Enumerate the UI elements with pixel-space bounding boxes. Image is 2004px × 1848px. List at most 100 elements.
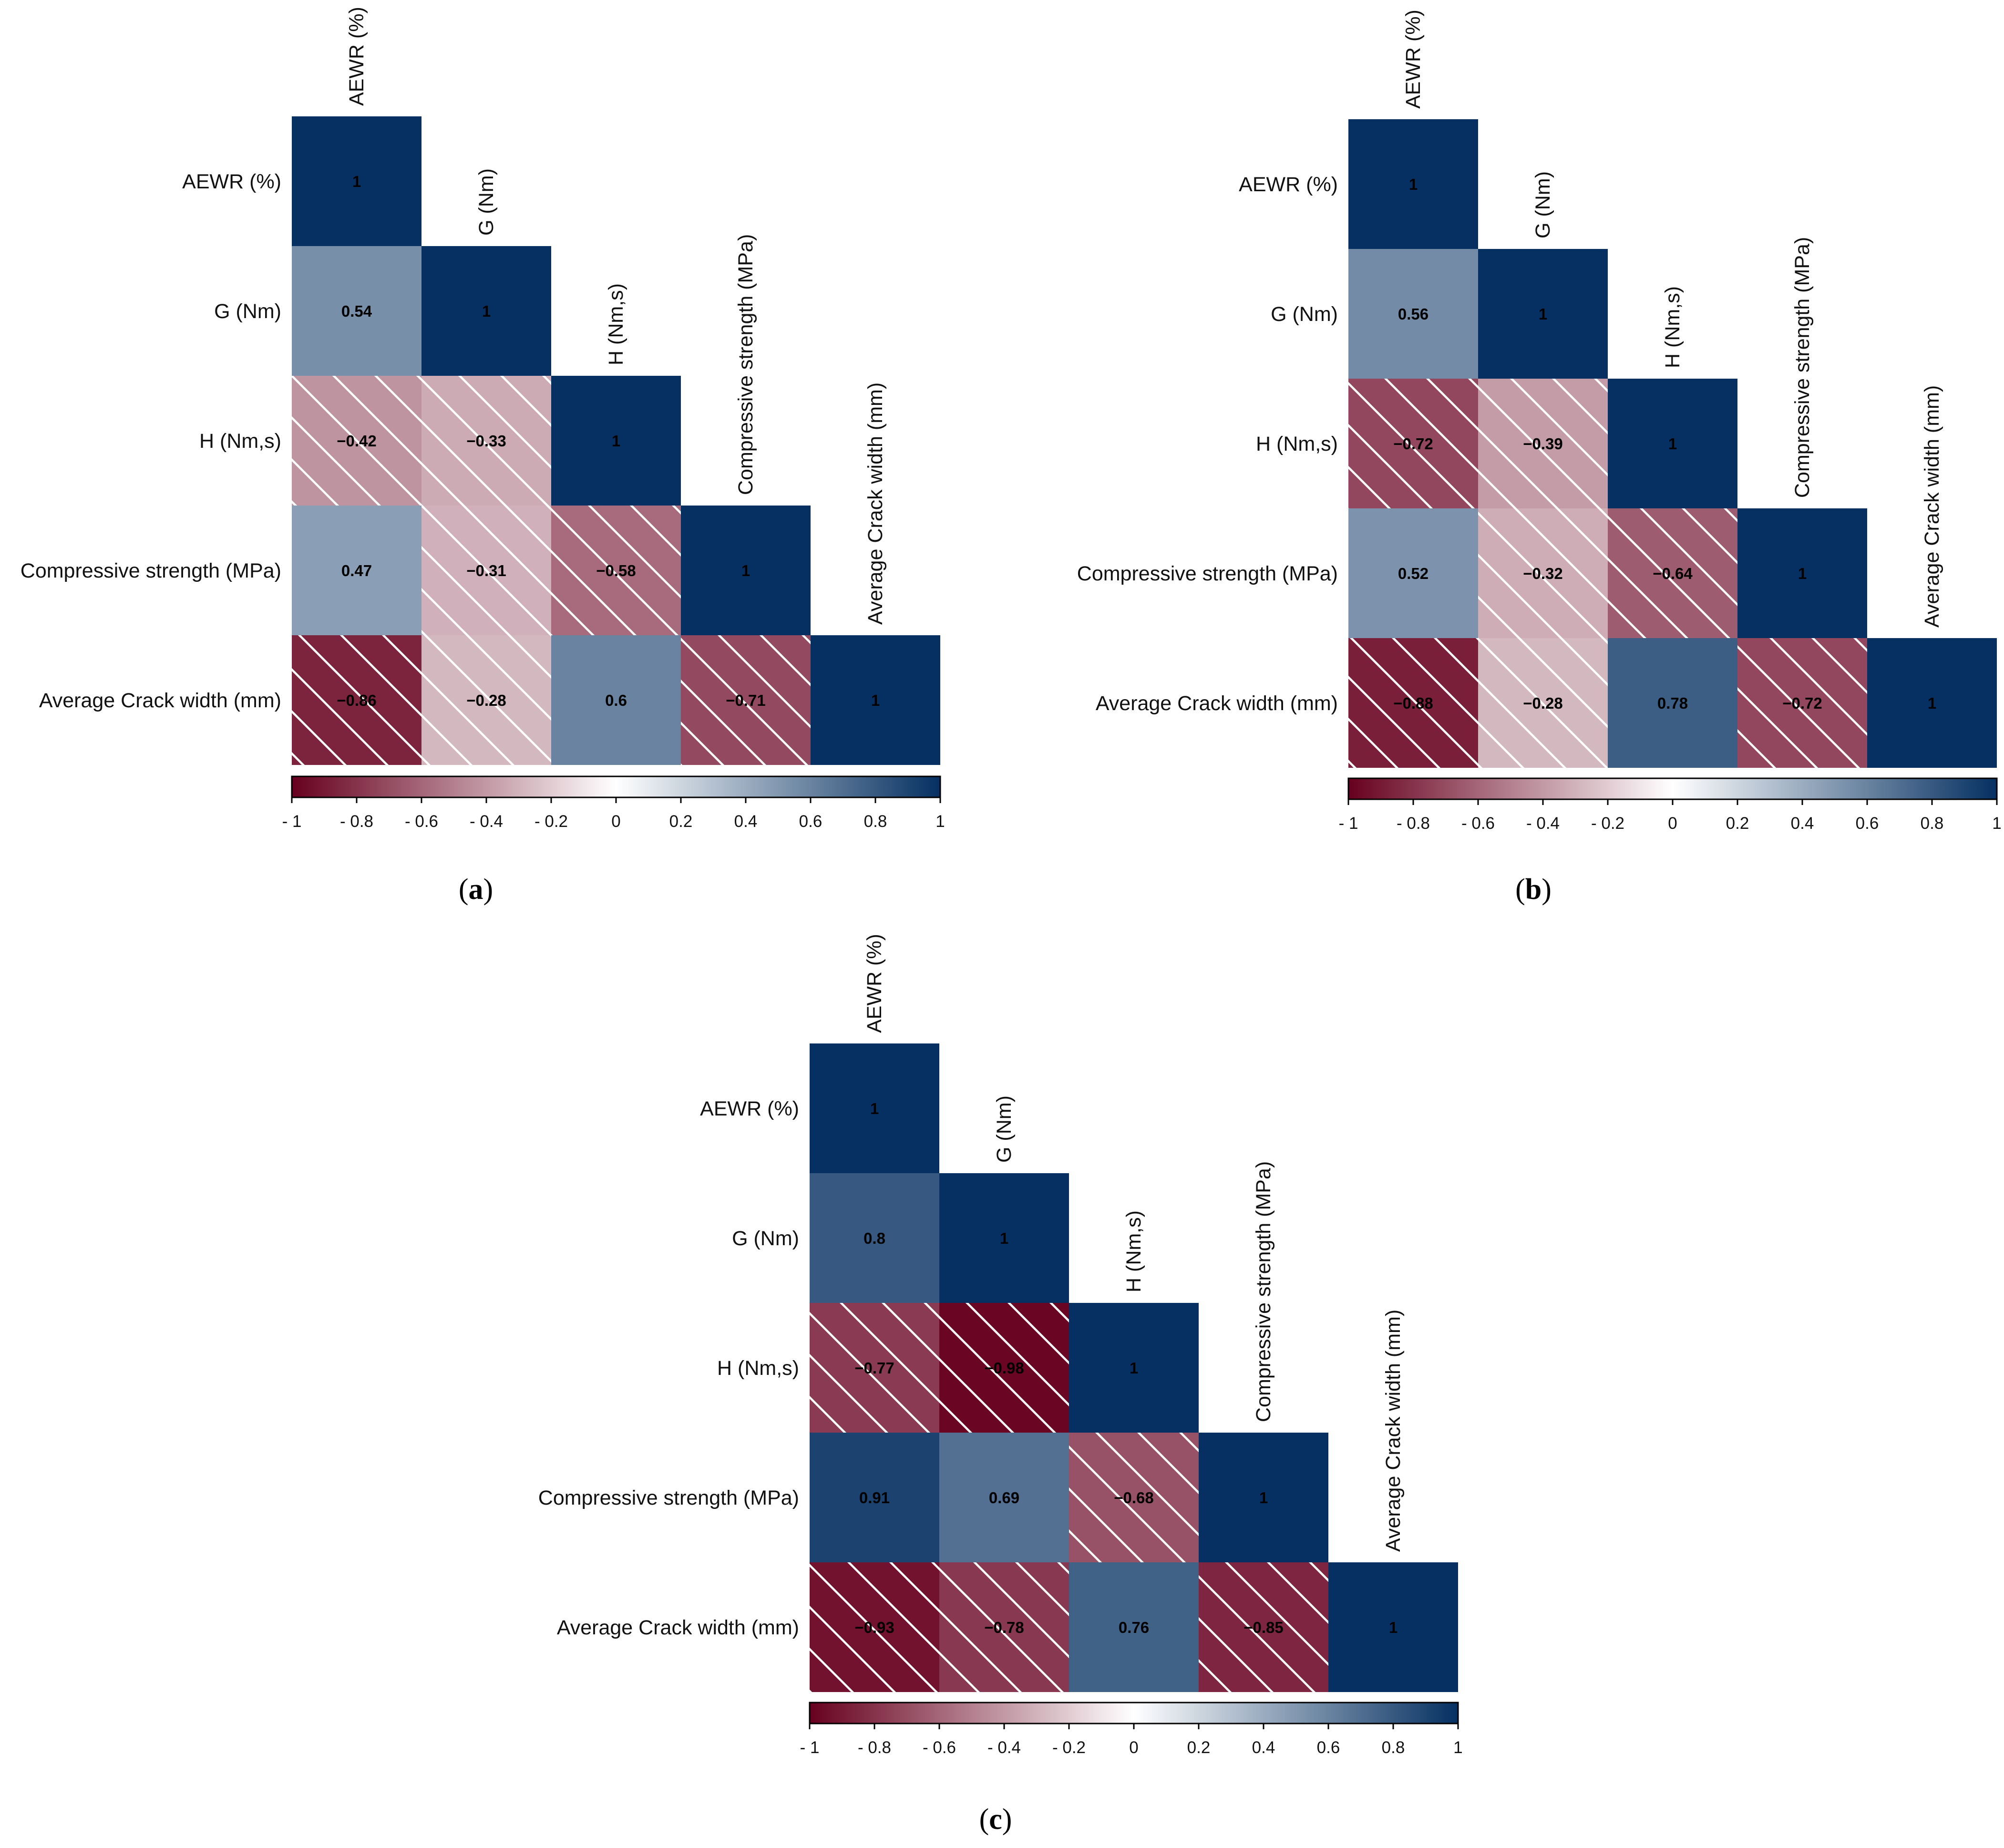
colorbar-tick-label: 0.6	[1317, 1738, 1340, 1757]
colorbar-tick-label: - 0.6	[405, 812, 438, 831]
colorbar-tick-label: 0.4	[1791, 814, 1814, 833]
cell-value-label: −0.42	[337, 432, 377, 450]
heatmap-cell: −0.42	[292, 376, 421, 506]
cell-fill	[1867, 638, 1997, 768]
cell-fill	[939, 1433, 1069, 1562]
cell-value-label: −0.64	[1653, 565, 1693, 582]
cell-value-label: 1	[1259, 1489, 1268, 1507]
correlation-panel-a: 1 0.54 1 −0.42 −0.33 1 0.47 −0.31 −0.58 1 −0.86 −0.…	[21, 7, 945, 906]
colorbar-tick-label: - 1	[282, 812, 302, 831]
cell-value-label: −0.88	[1393, 694, 1433, 712]
cell-fill	[810, 1173, 939, 1303]
heatmap-cell: 0.76	[1069, 1562, 1199, 1692]
row-label: AEWR (%)	[1239, 173, 1338, 196]
cell-value-label: −0.31	[466, 562, 506, 579]
cell-fill	[1478, 249, 1608, 379]
heatmap-cell: 0.69	[939, 1433, 1069, 1562]
colorbar-tick-label: - 0.2	[1052, 1738, 1086, 1757]
column-label: AEWR (%)	[345, 7, 368, 106]
colorbar-tick-label: 0	[1129, 1738, 1138, 1757]
colorbar-tick-label: - 1	[800, 1738, 820, 1757]
colorbar-tick-label: - 0.8	[1397, 814, 1430, 833]
colorbar-tick-label: 0.2	[1187, 1738, 1211, 1757]
colorbar-tick-label: - 1	[1339, 814, 1358, 833]
cell-hatch	[1348, 638, 1478, 768]
cell-value-label: 1	[1409, 176, 1418, 193]
column-label: G (Nm)	[1531, 171, 1554, 238]
cell-value-label: −0.33	[466, 432, 506, 450]
heatmap-cell: 1	[1608, 379, 1737, 508]
heatmap-cell: 1	[1199, 1433, 1328, 1562]
colorbar-tick-label: 0.4	[734, 812, 758, 831]
cell-hatch	[1199, 1562, 1328, 1692]
cell-fill	[421, 246, 551, 376]
cell-value-label: 0.56	[1398, 305, 1428, 323]
cell-value-label: 1	[1798, 565, 1807, 582]
column-label: G (Nm)	[475, 168, 498, 236]
cell-value-label: 0.78	[1657, 694, 1688, 712]
column-label: Compressive strength (MPa)	[734, 234, 757, 495]
colorbar-tick-label: - 0.6	[923, 1738, 956, 1757]
cell-hatch	[421, 376, 551, 506]
column-label: Compressive strength (MPa)	[1791, 237, 1814, 498]
heatmap-cell: 1	[811, 635, 940, 765]
cell-value-label: −0.85	[1244, 1619, 1284, 1636]
cell-fill	[551, 376, 681, 506]
cell-fill	[1608, 638, 1737, 768]
cell-hatch	[810, 1562, 939, 1692]
row-label: AEWR (%)	[700, 1097, 799, 1120]
heatmap-cell: 1	[292, 116, 421, 246]
cell-hatch	[1069, 1433, 1199, 1562]
colorbar-tick-label: 0.2	[669, 812, 693, 831]
colorbar-tick-label: 0.4	[1252, 1738, 1275, 1757]
row-label: H (Nm,s)	[1256, 433, 1338, 455]
cell-value-label: −0.72	[1782, 694, 1822, 712]
column-label: AEWR (%)	[863, 934, 886, 1033]
heatmap-cell: 1	[1328, 1562, 1458, 1692]
cell-fill	[810, 1433, 939, 1562]
heatmap-cell: 0.52	[1348, 508, 1478, 638]
heatmap-cell: −0.85	[1199, 1562, 1328, 1692]
cell-value-label: 1	[1000, 1229, 1008, 1247]
cell-hatch	[1348, 379, 1478, 508]
cell-value-label: 1	[1539, 305, 1547, 323]
heatmap-cell: 1	[421, 246, 551, 376]
column-label: H (Nm,s)	[1661, 286, 1684, 368]
cell-value-label: 0.6	[605, 692, 627, 709]
column-label: H (Nm,s)	[605, 283, 627, 365]
row-label: H (Nm,s)	[199, 430, 281, 453]
heatmap-cell: −0.31	[421, 506, 551, 635]
cell-value-label: 1	[1928, 694, 1936, 712]
cell-hatch	[1478, 379, 1608, 508]
colorbar-tick-label: - 0.4	[1526, 814, 1560, 833]
heatmap-cell: 0.6	[551, 635, 681, 765]
cell-value-label: −0.71	[726, 692, 766, 709]
cell-value-label: 1	[1668, 435, 1677, 453]
colorbar-tick-label: 0	[1668, 814, 1677, 833]
cell-fill	[551, 635, 681, 765]
row-label: Average Crack width (mm)	[557, 1616, 799, 1639]
row-label: AEWR (%)	[182, 170, 281, 193]
panel-label: (b)	[1515, 873, 1552, 906]
cell-fill	[811, 635, 940, 765]
cell-hatch	[681, 635, 811, 765]
cell-value-label: −0.98	[984, 1359, 1024, 1377]
column-label: Compressive strength (MPa)	[1252, 1161, 1275, 1422]
colorbar-tick-label: 0.8	[1921, 814, 1944, 833]
colorbar-tick-label: - 0.6	[1461, 814, 1495, 833]
heatmap-cell: 1	[1348, 119, 1478, 249]
cell-hatch	[1737, 638, 1867, 768]
heatmap-cell: −0.64	[1608, 508, 1737, 638]
cell-value-label: −0.68	[1114, 1489, 1154, 1507]
heatmap-cell: −0.78	[939, 1562, 1069, 1692]
colorbar-tick-label: 1	[935, 812, 945, 831]
cell-fill	[810, 1043, 939, 1173]
heatmap-cell: 0.78	[1608, 638, 1737, 768]
correlation-panel-c: 1 0.8 1 −0.77 −0.98 1 0.91 0.69 −0.68 1 −0.93 −0.78…	[538, 934, 1463, 1836]
panel-label: (c)	[979, 1803, 1012, 1836]
cell-value-label: −0.39	[1523, 435, 1563, 453]
heatmap-cell: −0.39	[1478, 379, 1608, 508]
heatmap-cell: 1	[1069, 1303, 1199, 1433]
